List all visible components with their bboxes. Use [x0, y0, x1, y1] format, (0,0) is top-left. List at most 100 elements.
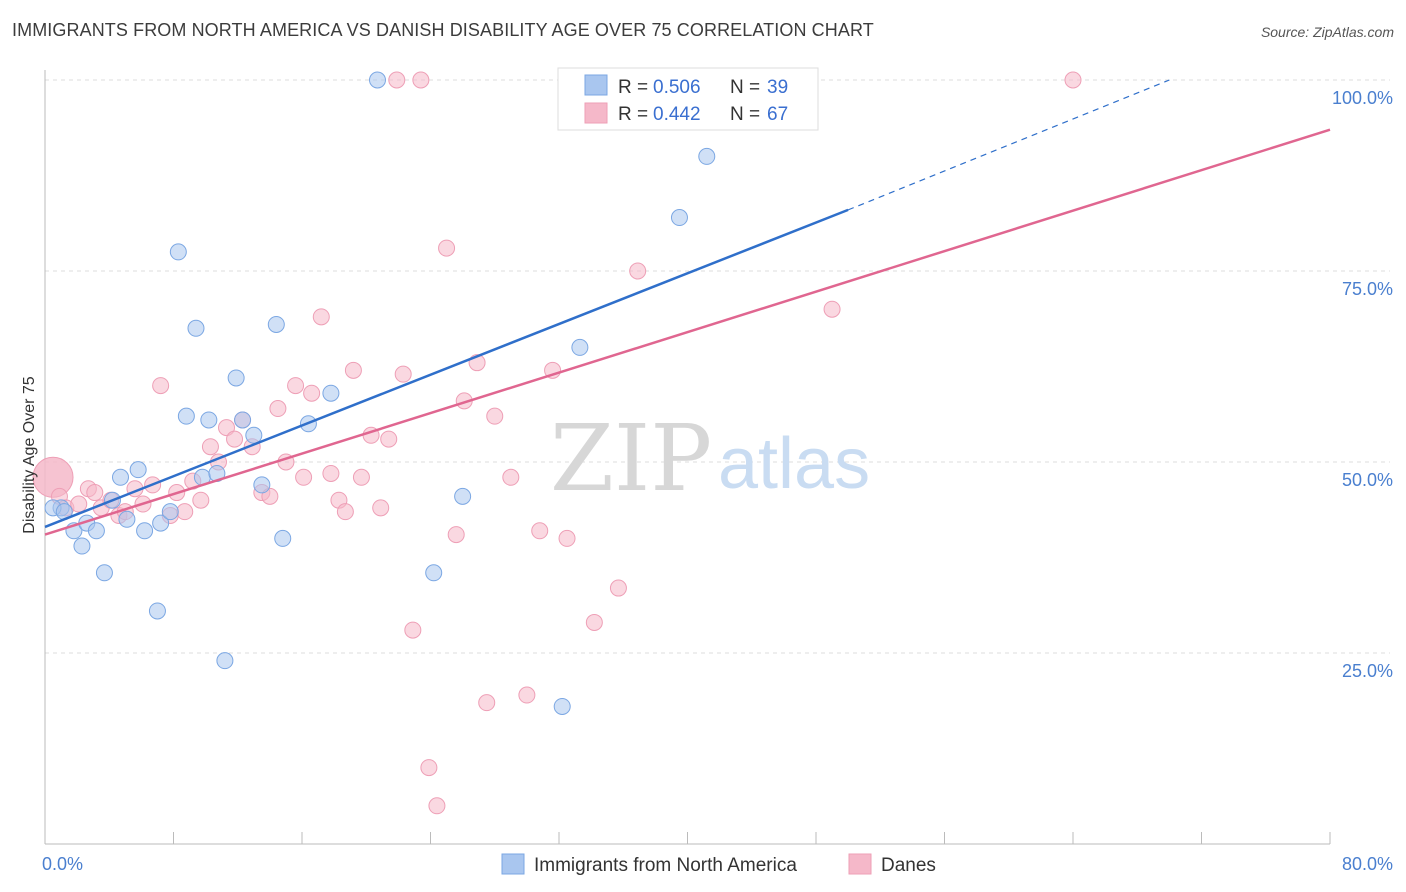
danes-point [176, 503, 194, 521]
danes-point [438, 239, 456, 257]
immigrants-point [95, 564, 113, 582]
danes-point [558, 529, 576, 547]
x-tick-label-max: 80.0% [1342, 854, 1393, 874]
danes-point [447, 526, 465, 544]
y-tick-label: 75.0% [1342, 279, 1393, 299]
immigrants-point [454, 487, 472, 505]
immigrants-point [161, 503, 179, 521]
series-label-danes: Danes [881, 855, 936, 876]
immigrants-point [267, 315, 285, 333]
danes-point [295, 468, 313, 486]
danes-points [32, 71, 1082, 815]
danes-point [336, 503, 354, 521]
danes-point [412, 71, 430, 89]
legend-swatch-pink [584, 102, 608, 124]
danes-point [394, 365, 412, 383]
immigrants-point [73, 537, 91, 555]
legend-n-value-blue: 39 [767, 77, 788, 98]
immigrants-point [698, 147, 716, 165]
chart-title: IMMIGRANTS FROM NORTH AMERICA VS DANISH … [12, 20, 874, 40]
danes-point [1064, 71, 1082, 89]
y-tick-label: 100.0% [1332, 88, 1393, 108]
immigrants-point [111, 468, 129, 486]
series-legend: Immigrants from North America Danes [501, 853, 936, 876]
danes-point [287, 377, 305, 395]
danes-point [404, 621, 422, 639]
immigrants-point [227, 369, 245, 387]
danes-point [352, 468, 370, 486]
danes-point [428, 797, 446, 815]
immigrants-point [118, 510, 136, 528]
watermark-zip: ZIP [550, 405, 712, 512]
danes-point [344, 361, 362, 379]
danes-point [486, 407, 504, 425]
danes-point [629, 262, 647, 280]
danes-point [585, 613, 603, 631]
series-swatch-danes [848, 853, 872, 875]
immigrants-trend-line [44, 208, 849, 529]
immigrants-point [129, 461, 147, 479]
danes-point [478, 694, 496, 712]
axes [44, 70, 1331, 845]
x-tick-label-min: 0.0% [42, 854, 83, 874]
immigrants-point [200, 411, 218, 429]
danes-point [388, 71, 406, 89]
danes-point [380, 430, 398, 448]
danes-trend-line [44, 128, 1331, 536]
danes-point [70, 495, 88, 513]
immigrants-point [274, 529, 292, 547]
legend-n-value-pink: 67 [767, 104, 788, 125]
y-axis-title: Disability Age Over 75 [21, 376, 38, 534]
immigrants-point [253, 476, 271, 494]
correlation-legend: R = 0.506 N = 39 R = 0.442 N = 67 [557, 67, 819, 131]
immigrants-points [44, 71, 716, 715]
y-tick-label: 50.0% [1342, 470, 1393, 490]
danes-point [312, 308, 330, 326]
danes-point [201, 438, 219, 456]
grid-lines [45, 79, 1390, 654]
danes-point [502, 468, 520, 486]
immigrants-point [245, 426, 263, 444]
danes-point [609, 579, 627, 597]
immigrants-point [368, 71, 386, 89]
legend-r-value-blue: 0.506 [653, 77, 701, 98]
source-attribution: Source: ZipAtlas.com [1260, 24, 1394, 40]
danes-point [322, 464, 340, 482]
immigrants-point [136, 522, 154, 540]
y-tick-labels: 25.0% 50.0% 75.0% 100.0% [1332, 88, 1393, 681]
watermark: ZIP atlas [550, 405, 870, 512]
series-label-immigrants: Immigrants from North America [534, 855, 797, 876]
immigrants-point [148, 602, 166, 620]
trend-lines [44, 79, 1331, 536]
danes-point [420, 759, 438, 777]
immigrants-point [177, 407, 195, 425]
danes-point [152, 377, 170, 395]
legend-swatch-blue [584, 74, 608, 96]
immigrants-point [322, 384, 340, 402]
series-swatch-immigrants [501, 853, 525, 875]
y-tick-label: 25.0% [1342, 661, 1393, 681]
danes-point [192, 491, 210, 509]
legend-n-label-blue: N = [730, 77, 760, 98]
immigrants-point [670, 209, 688, 227]
immigrants-point [425, 564, 443, 582]
immigrants-trend-extension [847, 79, 1170, 211]
danes-point [226, 430, 244, 448]
immigrants-point [553, 697, 571, 715]
danes-point [86, 484, 104, 502]
danes-point [269, 400, 287, 418]
danes-point [303, 384, 321, 402]
danes-point [372, 499, 390, 517]
watermark-atlas: atlas [718, 424, 870, 504]
danes-point [518, 686, 536, 704]
immigrants-point [571, 338, 589, 356]
x-tick-labels: 0.0% 80.0% [42, 854, 1393, 874]
immigrants-point [152, 514, 170, 532]
legend-n-label-pink: N = [730, 104, 760, 125]
legend-r-value-pink: 0.442 [653, 104, 701, 125]
immigrants-point [234, 411, 252, 429]
immigrants-point [187, 319, 205, 337]
immigrants-point [87, 522, 105, 540]
immigrants-point [169, 243, 187, 261]
